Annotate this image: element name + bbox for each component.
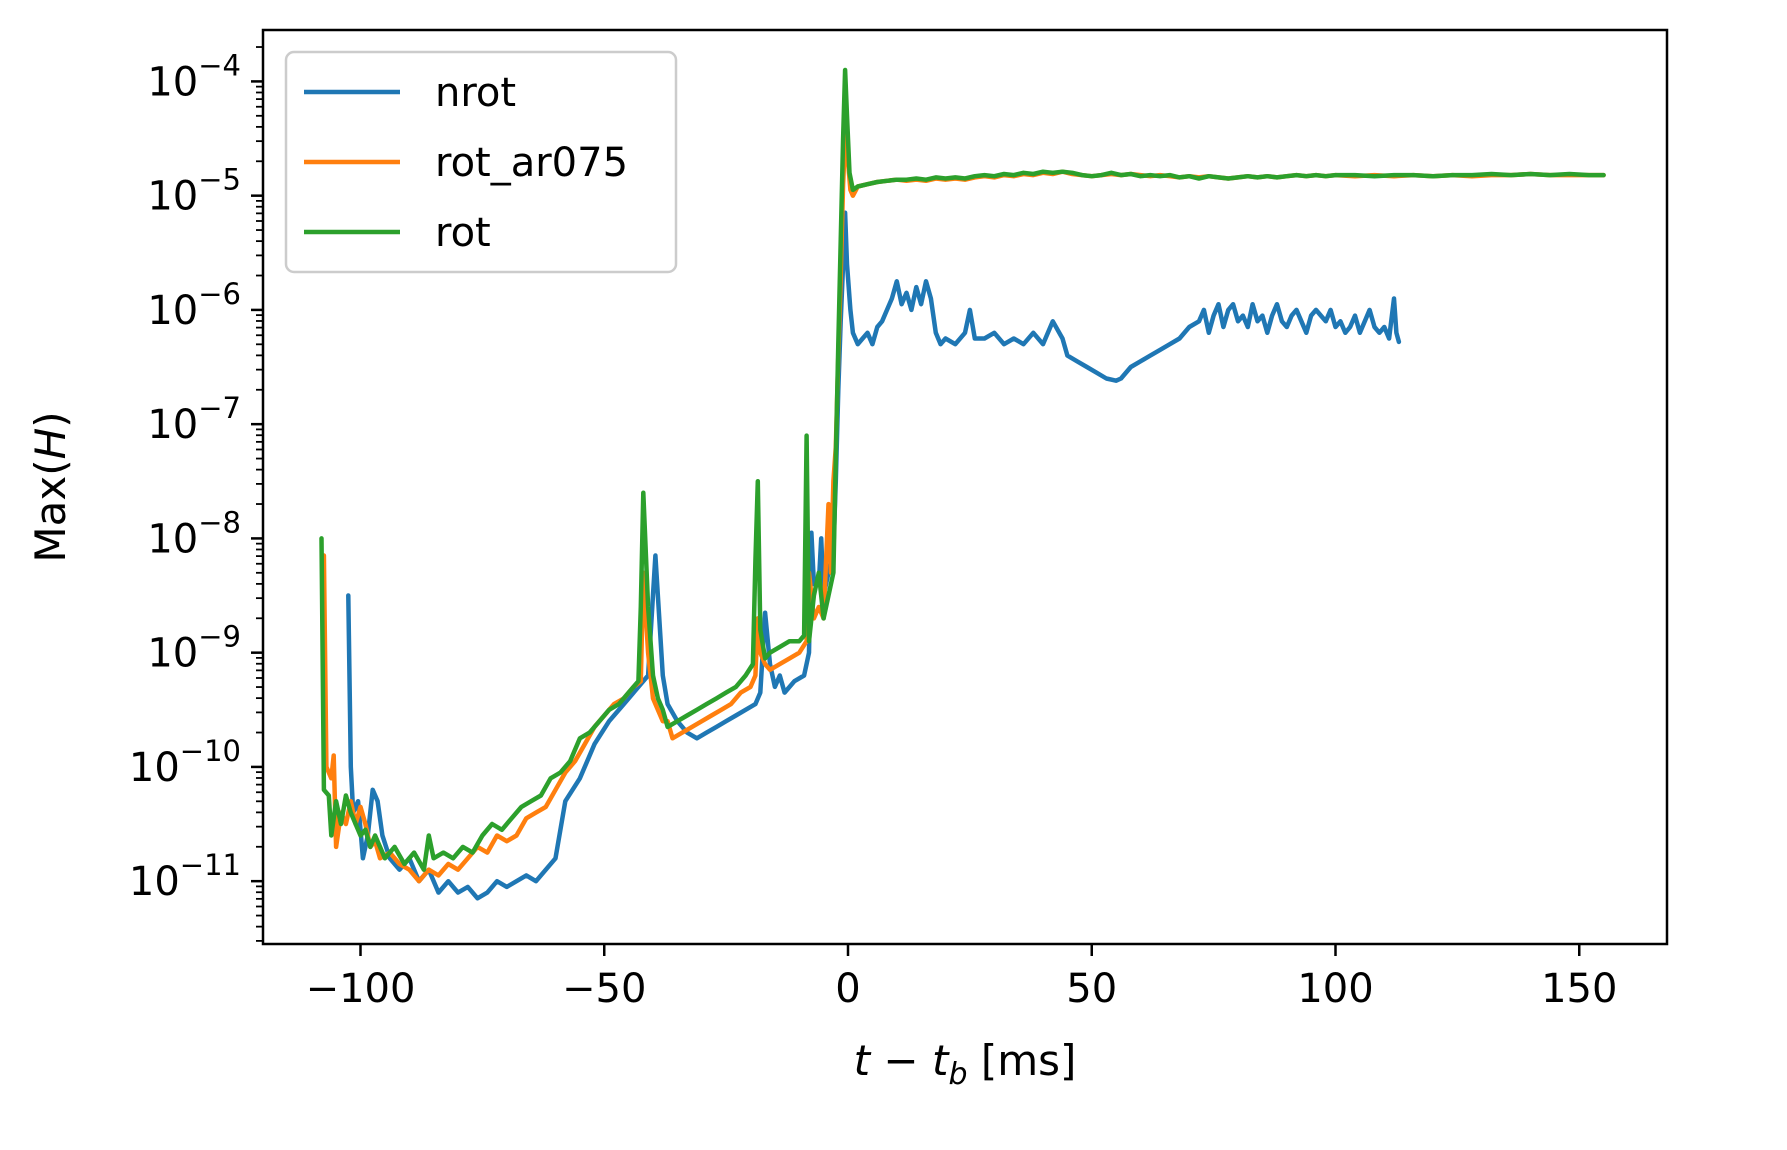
x-tick-label: 150 xyxy=(1541,966,1617,1012)
y-tick-label: 10−7 xyxy=(147,391,241,448)
legend-box xyxy=(284,50,678,274)
y-tick-label: 10−4 xyxy=(147,48,241,105)
x-tick-label: 0 xyxy=(835,966,860,1012)
y-tick-label: 10−5 xyxy=(147,163,241,220)
x-tick-label: 100 xyxy=(1297,966,1373,1012)
x-tick-label: −50 xyxy=(562,966,646,1012)
legend-entry-rot: rot xyxy=(304,210,491,256)
x-tick-label: 50 xyxy=(1066,966,1117,1012)
plot-frame xyxy=(261,28,1669,946)
legend-entry-rot_ar075: rot_ar075 xyxy=(304,140,628,186)
legend-label: nrot xyxy=(435,70,516,116)
x-tick-label: −100 xyxy=(306,966,416,1012)
series-layer xyxy=(319,67,1606,901)
x-axis-ticks: −100 −50 0 50 100 150 xyxy=(306,944,1617,1012)
y-tick-label: 10−8 xyxy=(147,505,241,562)
y-tick-label: 10−11 xyxy=(129,848,241,905)
y-tick-label: 10−10 xyxy=(129,734,241,791)
y-axis-label: Max(H) xyxy=(26,411,75,562)
y-axis-ticks: 10−11 10−10 10−9 10−8 10−7 10−6 10−5 10−4 xyxy=(129,46,263,942)
legend-label: rot_ar075 xyxy=(435,140,628,186)
series-line-nrot xyxy=(346,210,1402,901)
y-tick-label: 10−9 xyxy=(147,620,241,677)
x-axis-label: t − tb [ms] xyxy=(854,1036,1077,1092)
series-line-rot xyxy=(319,67,1606,872)
legend-label: rot xyxy=(435,210,491,256)
legend-entry-nrot: nrot xyxy=(304,70,516,116)
y-tick-label: 10−6 xyxy=(147,277,241,334)
